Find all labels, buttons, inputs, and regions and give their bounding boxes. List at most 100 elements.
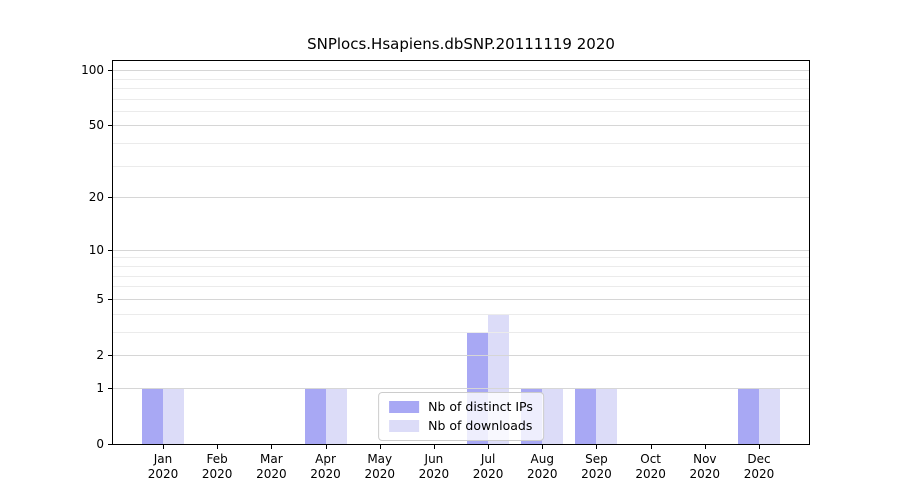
y-gridline-major (113, 197, 809, 198)
x-tick (488, 445, 489, 449)
x-tick (759, 445, 760, 449)
x-tick-label: Oct 2020 (619, 452, 683, 482)
legend-item-distinct-ips: Nb of distinct IPs (389, 399, 533, 415)
y-tick-label: 100 (81, 63, 104, 78)
y-gridline-minor (113, 111, 809, 112)
x-tick-month: Jan (153, 452, 173, 466)
y-tick-label: 50 (88, 118, 104, 133)
legend-label-distinct-ips: Nb of distinct IPs (428, 399, 533, 414)
x-tick-month: Sep (585, 452, 608, 466)
x-tick-year: 2020 (743, 467, 775, 481)
x-tick-label: Dec 2020 (727, 452, 791, 482)
y-gridline-minor (113, 314, 809, 315)
y-tick-label: 20 (88, 190, 104, 205)
x-tick-month: Aug (530, 452, 554, 466)
x-tick-month: Jul (480, 452, 496, 466)
x-tick (434, 445, 435, 449)
y-gridline-minor (113, 79, 809, 80)
y-gridline-major (113, 388, 809, 389)
x-tick (163, 445, 164, 449)
x-tick (596, 445, 597, 449)
x-tick-label: May 2020 (348, 452, 412, 482)
x-tick (271, 445, 272, 449)
x-tick-label: Apr 2020 (294, 452, 358, 482)
y-tick (108, 444, 112, 445)
x-tick-month: Mar (260, 452, 283, 466)
bar-distinct-ips-apr (304, 387, 326, 444)
x-tick (542, 445, 543, 449)
x-tick (326, 445, 327, 449)
bar-downloads-dec (759, 387, 780, 444)
bar-downloads-sep (596, 387, 618, 444)
y-gridline-minor (113, 286, 809, 287)
y-gridline-minor (113, 276, 809, 277)
x-tick-year: 2020 (472, 467, 504, 481)
x-tick-label: Mar 2020 (239, 452, 303, 482)
legend-label-downloads: Nb of downloads (428, 418, 533, 433)
x-tick-label: Feb 2020 (185, 452, 249, 482)
x-tick-year: 2020 (310, 467, 341, 481)
y-gridline-major (113, 125, 809, 126)
y-gridline-major (113, 299, 809, 300)
bar-distinct-ips-sep (575, 387, 597, 444)
y-tick (108, 355, 112, 356)
y-tick (108, 250, 112, 251)
y-tick (108, 299, 112, 300)
x-tick-label: Jun 2020 (402, 452, 466, 482)
y-tick-label: 10 (88, 242, 104, 257)
y-tick (108, 125, 112, 126)
x-tick-year: 2020 (581, 467, 612, 481)
y-tick (108, 388, 112, 389)
y-gridline-minor (113, 266, 809, 267)
y-gridline-minor (113, 88, 809, 89)
x-tick (705, 445, 706, 449)
x-tick-month: Dec (747, 452, 771, 466)
x-tick (217, 445, 218, 449)
legend-swatch-distinct-ips (389, 401, 420, 413)
y-tick (108, 197, 112, 198)
x-tick-month: Jun (424, 452, 444, 466)
x-tick-year: 2020 (256, 467, 287, 481)
y-gridline-major (113, 250, 809, 251)
x-tick-year: 2020 (689, 467, 721, 481)
bar-downloads-aug (542, 387, 564, 444)
x-tick-label: Jul 2020 (456, 452, 520, 482)
x-tick-year: 2020 (147, 467, 179, 481)
legend-swatch-downloads (389, 420, 420, 432)
x-tick-month: Feb (206, 452, 228, 466)
x-tick-year: 2020 (526, 467, 558, 481)
x-tick-month: Nov (693, 452, 717, 466)
y-gridline-minor (113, 166, 809, 167)
legend-item-downloads: Nb of downloads (389, 418, 533, 434)
y-gridline-minor (113, 332, 809, 333)
y-gridline-major (113, 355, 809, 356)
x-tick-year: 2020 (635, 467, 666, 481)
x-tick (380, 445, 381, 449)
y-gridline-minor (113, 257, 809, 258)
y-tick-label: 1 (96, 380, 104, 395)
y-gridline-minor (113, 99, 809, 100)
x-tick-year: 2020 (201, 467, 233, 481)
y-gridline-minor (113, 143, 809, 144)
x-tick-label: Sep 2020 (564, 452, 628, 482)
y-tick (108, 70, 112, 71)
plot-area: Nb of distinct IPs Nb of downloads 0 1 2 5 1… (81, 60, 810, 481)
chart-title: SNPlocs.Hsapiens.dbSNP.20111119 2020 (307, 35, 615, 53)
x-tick-year: 2020 (418, 467, 450, 481)
x-tick (651, 445, 652, 449)
x-tick-label: Nov 2020 (673, 452, 737, 482)
bar-distinct-ips-jan (142, 387, 163, 444)
x-tick-label: Jan 2020 (131, 452, 195, 482)
bar-downloads-apr (325, 387, 347, 444)
x-tick-month: May (367, 452, 393, 466)
bar-downloads-jan (163, 387, 184, 444)
x-tick-month: Oct (640, 452, 661, 466)
y-gridline-major (113, 70, 809, 71)
bar-distinct-ips-dec (738, 387, 759, 444)
y-tick-label: 5 (96, 291, 104, 306)
y-tick-label: 0 (96, 437, 104, 451)
y-tick-label: 2 (96, 347, 104, 362)
x-tick-year: 2020 (364, 467, 395, 481)
legend: Nb of distinct IPs Nb of downloads (378, 392, 544, 441)
